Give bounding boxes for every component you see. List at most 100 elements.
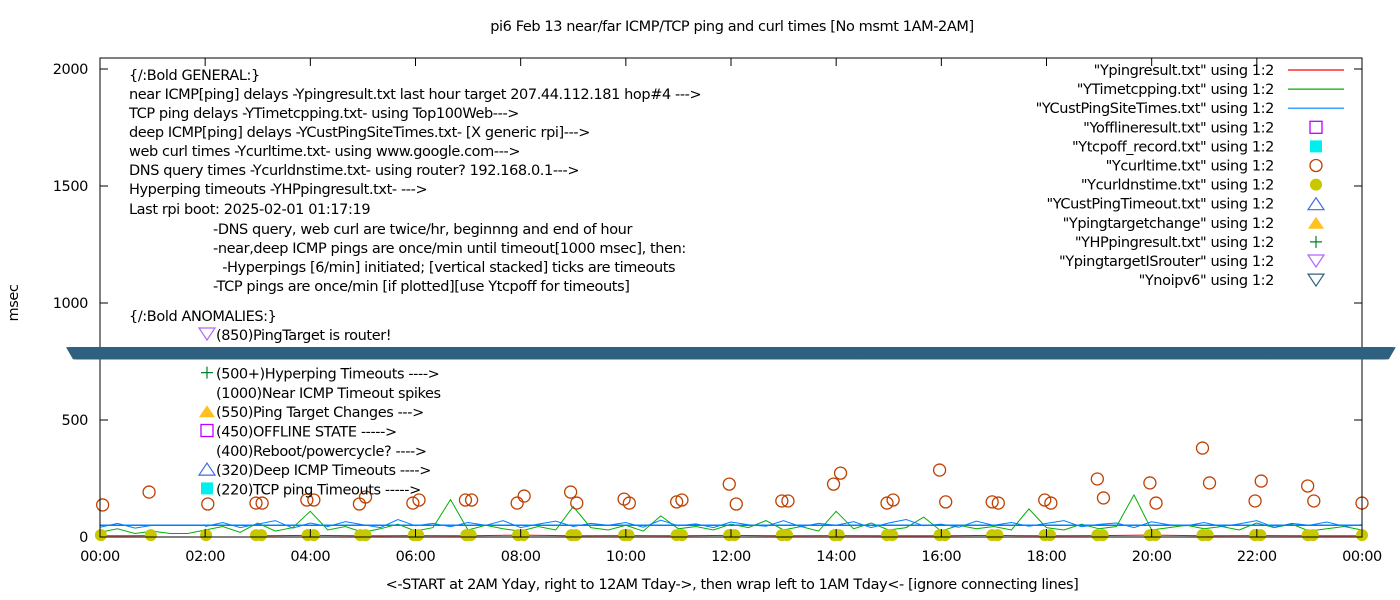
curl-point [670, 495, 684, 509]
curl-point [1044, 496, 1058, 510]
legend-symbol [1306, 273, 1326, 288]
x-tick-label: 06:00 [396, 549, 436, 565]
y-tick-label: 1000 [53, 296, 88, 312]
curl-point [729, 497, 743, 511]
anomaly-symbol [201, 366, 213, 379]
anomaly-symbol [201, 482, 213, 495]
curl-point [1090, 472, 1104, 486]
dns-point [359, 529, 372, 542]
curl-point [517, 489, 531, 503]
legend-symbol [1310, 235, 1322, 248]
curl-point [249, 496, 263, 510]
curl-point [510, 496, 524, 510]
curl-point [622, 496, 636, 510]
y-axis-label: msec [6, 284, 22, 321]
dns-point [832, 529, 845, 542]
anomaly-text: (220)TCP ping Timeouts -----> [216, 482, 421, 498]
dns-point [1201, 529, 1214, 542]
general-line: deep ICMP[ping] delays -YCustPingSiteTim… [129, 125, 590, 141]
legend-symbol [1309, 120, 1323, 134]
anomaly-text: (320)Deep ICMP Timeouts ----> [216, 463, 431, 479]
annotation-text: {/:Bold GENERAL:} near ICMP[ping] delays… [128, 68, 702, 325]
x-tick-label: 12:00 [711, 549, 751, 565]
general-line: TCP ping delays -YTimetcpping.txt- using… [128, 106, 519, 122]
legend-label: "Ycurltime.txt" using 1:2 [1106, 159, 1274, 175]
x-tick-label: 08:00 [501, 549, 541, 565]
curl-point [300, 493, 314, 507]
anomaly-list: (850)PingTarget is router! (500+)Hyperpin… [197, 327, 441, 498]
curl-point [95, 498, 110, 512]
legend-symbol [1310, 140, 1322, 153]
dns-point [938, 529, 951, 542]
note-line: -TCP pings are once/min [if plotted][use… [213, 279, 630, 295]
curl-point [1149, 496, 1163, 510]
dns-point [675, 529, 688, 542]
x-tick-label: 10:00 [606, 549, 646, 565]
anomaly-symbol [199, 405, 215, 418]
curl-point [464, 493, 479, 507]
curl-point [833, 466, 848, 480]
dns-point [781, 529, 794, 542]
dns-point [464, 529, 477, 542]
y-tick-label: 0 [79, 530, 88, 546]
series-line [99, 534, 1362, 537]
general-line: Hyperping timeouts -YHPpingresult.txt- -… [129, 182, 427, 198]
curl-point [1143, 476, 1157, 490]
curl-point [1202, 476, 1217, 490]
curl-point [307, 493, 321, 507]
curl-point [412, 493, 426, 507]
dns-point [94, 529, 107, 542]
curl-point [939, 495, 953, 509]
y-tick-label: 500 [62, 413, 89, 429]
dns-point [991, 529, 1004, 542]
legend-label: "Ytcpoff_record.txt" using 1:2 [1072, 139, 1274, 155]
legend-label: "Yofflineresult.txt" using 1:2 [1083, 120, 1274, 136]
legend-label: "YpingtargetISrouter" using 1:2 [1059, 254, 1274, 270]
curl-point [201, 497, 215, 511]
curl-point [563, 485, 578, 499]
x-axis-label: <-START at 2AM Yday, right to 12AM Tday-… [386, 577, 1079, 593]
curl-point [880, 496, 894, 510]
dns-point [1096, 529, 1109, 542]
curl-point [1307, 494, 1321, 508]
y-tick-label: 1500 [53, 179, 88, 195]
general-line: near ICMP[ping] delays -Ypingresult.txt … [129, 87, 701, 103]
x-tick-label: 16:00 [921, 549, 961, 565]
curl-point [1038, 493, 1052, 507]
legend-symbol [1309, 158, 1323, 173]
dns-point [255, 529, 268, 542]
legend-label: "Ypingresult.txt" using 1:2 [1094, 63, 1274, 79]
legend-label: "YCustPingTimeout.txt" using 1:2 [1046, 197, 1274, 213]
x-tick-label: 00:00 [80, 549, 120, 565]
general-line: Last rpi boot: 2025-02-01 01:17:19 [129, 202, 370, 218]
legend-symbol [1306, 254, 1326, 269]
legend: "Ypingresult.txt" using 1:2 "YTimetcpping… [1036, 63, 1344, 289]
general-line: DNS query times -Ycurldnstime.txt- using… [129, 163, 579, 179]
x-tick-label: 22:00 [1237, 549, 1277, 565]
anomaly-text: (400)Reboot/powercycle? ----> [216, 444, 427, 460]
legend-label: "Ycurldnstime.txt" using 1:2 [1081, 178, 1274, 194]
curl-point [406, 496, 420, 510]
curl-point [1248, 494, 1262, 508]
curl-point [458, 493, 473, 507]
anomaly-symbol [200, 423, 214, 438]
curl-point [570, 496, 584, 510]
legend-label: "Ynoipv6" using 1:2 [1139, 273, 1274, 289]
curl-point [932, 463, 947, 477]
legend-label: "YCustPingSiteTimes.txt" using 1:2 [1036, 101, 1274, 117]
x-tick-label: 02:00 [185, 549, 225, 565]
curl-point [722, 477, 736, 491]
curl-point [675, 493, 689, 507]
anomaly-text: (550)Ping Target Changes ---> [216, 405, 424, 421]
curl-point [1096, 491, 1111, 505]
curl-point [358, 490, 373, 504]
curl-point [1301, 479, 1315, 493]
anomaly-symbol [197, 327, 217, 342]
curl-point [781, 494, 795, 508]
curl-point [826, 477, 841, 491]
general-heading: {/:Bold GENERAL:} [129, 68, 260, 84]
x-tick-label: 20:00 [1132, 549, 1172, 565]
dns-point [1306, 529, 1319, 542]
dns-point [886, 529, 899, 542]
anomaly-text: (450)OFFLINE STATE -----> [216, 425, 397, 441]
